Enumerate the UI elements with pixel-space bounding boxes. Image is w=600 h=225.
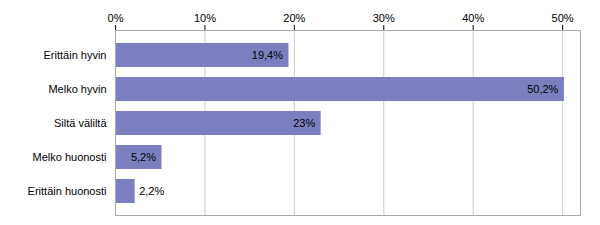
svg-text:5,2%: 5,2% <box>131 151 156 163</box>
svg-text:23%: 23% <box>293 117 315 129</box>
svg-text:Melko hyvin: Melko hyvin <box>48 83 106 95</box>
svg-text:Erittäin hyvin: Erittäin hyvin <box>44 49 107 61</box>
svg-text:2,2%: 2,2% <box>139 185 164 197</box>
svg-text:0%: 0% <box>108 12 124 24</box>
svg-text:20%: 20% <box>283 12 305 24</box>
svg-text:19,4%: 19,4% <box>252 49 283 61</box>
svg-text:Siltä väliltä: Siltä väliltä <box>54 117 107 129</box>
svg-text:50%: 50% <box>552 12 574 24</box>
svg-text:10%: 10% <box>194 12 216 24</box>
svg-text:40%: 40% <box>462 12 484 24</box>
svg-text:50,2%: 50,2% <box>527 83 558 95</box>
svg-text:Melko huonosti: Melko huonosti <box>33 151 107 163</box>
svg-text:30%: 30% <box>373 12 395 24</box>
svg-text:Erittäin huonosti: Erittäin huonosti <box>28 185 107 197</box>
